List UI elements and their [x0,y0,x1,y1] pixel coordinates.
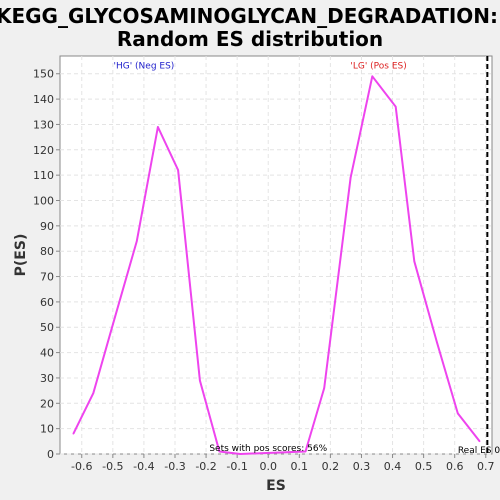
y-tick-label: 30 [40,372,54,385]
annotation-neg: 'HG' (Neg ES) [113,62,174,72]
x-tick-label: -0.5 [102,460,123,473]
data-point [478,440,481,443]
data-point [199,379,201,382]
x-axis-label: ES [266,478,286,494]
x-tick-label: -0.4 [133,460,154,473]
x-tick-label: 0.6 [446,460,464,473]
annotation-pos: 'LG' (Pos ES) [350,62,406,72]
plot-area [59,55,493,455]
x-tick-label: 0.3 [353,460,371,473]
y-tick-label: 70 [40,271,54,284]
data-point [413,260,416,263]
x-tick-label: -0.3 [164,460,185,473]
series-layer [72,56,489,455]
annotations: 'HG' (Neg ES) 'LG' (Pos ES) Sets with pos … [113,62,500,457]
y-tick-label: 140 [33,93,54,106]
y-tick-label: 20 [40,397,54,410]
data-point [349,176,352,179]
data-point [135,240,138,242]
data-point [323,387,325,389]
data-point [436,341,438,344]
y-tick-label: 100 [33,194,54,207]
annotation-pos_scores: Sets with pos scores: 56% [209,444,327,454]
x-tick-label: 0.4 [384,460,402,473]
data-point [394,105,397,108]
data-point [239,453,242,455]
y-axis-label: P(ES) [13,234,29,277]
data-point [92,392,95,394]
x-tick-label: -0.2 [195,460,216,473]
x-tick-label: -0.6 [71,460,92,473]
y-tick-label: 40 [40,347,54,360]
x-tick-label: -0.1 [226,460,247,473]
y-tick-label: 80 [40,245,54,258]
x-tick-label: 0.7 [477,460,495,473]
x-tick-label: 0.0 [259,460,277,473]
data-point [371,75,374,78]
data-point [457,412,459,415]
y-tick-label: 60 [40,296,54,309]
data-point [112,323,114,326]
x-tick-label: 0.2 [322,460,340,473]
y-tick-label: 150 [33,68,54,81]
y-tick-label: 90 [40,220,54,233]
data-point [304,450,307,453]
data-point [177,169,179,171]
annotation-real_es_label: Real ES 0. [458,446,500,456]
data-point [157,126,159,128]
y-tick-label: 130 [33,118,54,131]
y-tick-label: 0 [47,448,54,461]
axes: 0 10 20 30 40 50 60 70 80 90 100 110 120 130 140 150 -0.… [33,68,495,473]
chart-title-line1: KEGG_GLYCOSAMINOGLYCAN_DEGRADATION: [0,4,498,28]
x-tick-label: 0.5 [415,460,433,473]
y-tick-label: 110 [33,169,54,182]
data-point [72,432,75,435]
data-point [218,450,221,453]
y-tick-label: 120 [33,144,54,157]
chart-title-line2: Random ES distribution [117,27,383,51]
y-tick-label: 10 [40,423,54,436]
series-line [72,75,481,455]
y-tick-label: 50 [40,321,54,334]
x-tick-label: 0.1 [291,460,309,473]
